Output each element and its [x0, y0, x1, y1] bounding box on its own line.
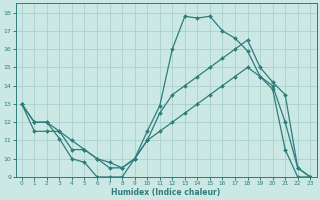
X-axis label: Humidex (Indice chaleur): Humidex (Indice chaleur)	[111, 188, 221, 197]
